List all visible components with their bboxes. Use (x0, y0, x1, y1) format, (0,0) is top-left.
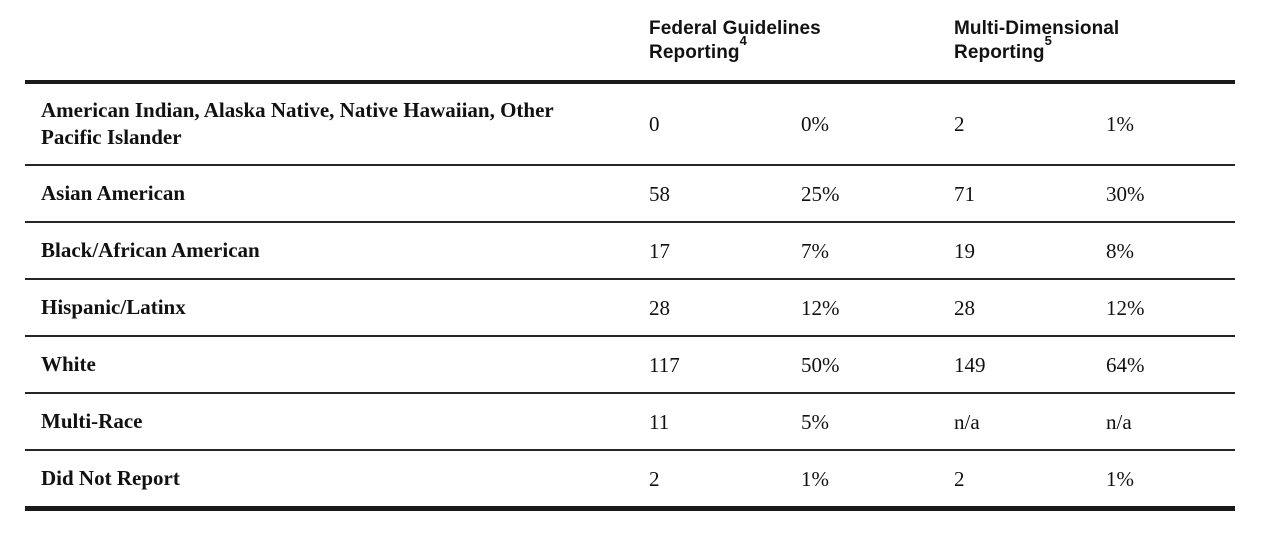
fg-count-cell: 117 (649, 352, 680, 377)
row-label: White (41, 352, 96, 376)
row-label: Multi-Race (41, 409, 143, 433)
row-label: Hispanic/Latinx (41, 295, 186, 319)
md-percent-cell: 64% (1106, 352, 1145, 377)
table-body: American Indian, Alaska Native, Native H… (25, 84, 1235, 511)
md-count-cell: 2 (954, 466, 965, 491)
fg-count-cell: 2 (649, 466, 660, 491)
fg-percent-cell: 5% (801, 409, 829, 434)
table-row: Asian American 58 25% 71 30% (25, 166, 1235, 223)
row-label: Did Not Report (41, 466, 180, 490)
fg-count-cell: 11 (649, 409, 670, 434)
row-label: American Indian, Alaska Native, Native H… (41, 98, 554, 149)
fg-percent-cell: 50% (801, 352, 840, 377)
fg-percent-cell: 7% (801, 238, 829, 263)
md-percent-cell: 12% (1106, 295, 1145, 320)
table-row: Hispanic/Latinx 28 12% 28 12% (25, 280, 1235, 337)
md-count-cell: 28 (954, 295, 975, 320)
md-count-cell: n/a (954, 409, 980, 434)
fg-count-cell: 28 (649, 295, 670, 320)
table-row: Did Not Report 2 1% 2 1% (25, 451, 1235, 506)
table-row: Multi-Race 11 5% n/a n/a (25, 394, 1235, 451)
md-percent-cell: 8% (1106, 238, 1134, 263)
header-line-1: Federal Guidelines (649, 18, 821, 39)
md-count-cell: 19 (954, 238, 975, 263)
fg-count-cell: 0 (649, 112, 660, 136)
fg-percent-cell: 0% (801, 112, 829, 136)
fg-percent-cell: 25% (801, 181, 840, 206)
md-count-cell: 149 (954, 352, 986, 377)
row-label: Black/African American (41, 238, 260, 262)
fg-count-cell: 58 (649, 181, 670, 206)
md-percent-cell: n/a (1106, 409, 1132, 434)
table-header-row: Federal Guidelines Reporting4 Multi-Dime… (25, 0, 1235, 84)
header-line-2: Reporting4 (649, 32, 747, 63)
md-percent-cell: 1% (1106, 112, 1134, 136)
table-row: White 117 50% 149 64% (25, 337, 1235, 394)
md-percent-cell: 1% (1106, 466, 1134, 491)
md-percent-cell: 30% (1106, 181, 1145, 206)
table-row: American Indian, Alaska Native, Native H… (25, 84, 1235, 166)
column-group-header-multi-dimensional: Multi-Dimensional Reporting5 (930, 17, 1235, 80)
race-ethnicity-reporting-table: Federal Guidelines Reporting4 Multi-Dime… (25, 0, 1235, 511)
header-label-spacer (25, 17, 625, 80)
table-row: Black/African American 17 7% 19 8% (25, 223, 1235, 280)
footnote-marker-5: 5 (1044, 32, 1052, 48)
header-line-1: Multi-Dimensional (954, 18, 1120, 39)
row-label: Asian American (41, 181, 186, 205)
md-count-cell: 2 (954, 112, 965, 136)
md-count-cell: 71 (954, 181, 975, 206)
header-line-2: Reporting5 (954, 32, 1052, 63)
fg-count-cell: 17 (649, 238, 670, 263)
fg-percent-cell: 1% (801, 466, 829, 491)
column-group-header-federal-guidelines: Federal Guidelines Reporting4 (625, 17, 930, 80)
footnote-marker-4: 4 (739, 32, 747, 48)
fg-percent-cell: 12% (801, 295, 840, 320)
